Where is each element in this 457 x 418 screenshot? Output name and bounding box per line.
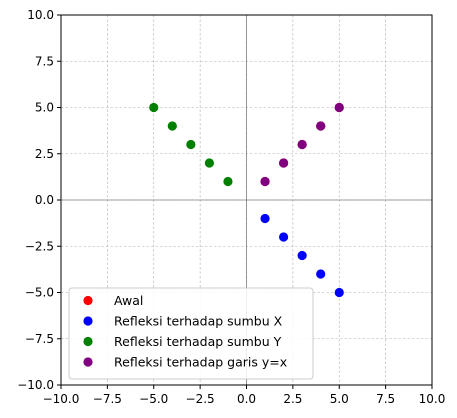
x-tick-label: −2.5 xyxy=(186,392,215,406)
y-tick-label: 5.0 xyxy=(35,101,54,115)
legend-label: Refleksi terhadap sumbu Y xyxy=(114,334,282,349)
x-tick-label: −10.0 xyxy=(43,392,80,406)
point-refleksi-terhadap-sumbu-x xyxy=(334,287,344,298)
point-refleksi-terhadap-sumbu-x xyxy=(279,232,289,242)
point-refleksi-terhadap-sumbu-y xyxy=(204,158,214,168)
point-refleksi-terhadap-sumbu-x xyxy=(297,250,307,261)
x-tick-label: 5.0 xyxy=(330,392,349,406)
legend-marker xyxy=(83,295,93,306)
legend-label: Awal xyxy=(114,293,143,308)
axis-ticks: −10.0 −7.5 −5.0 −2.5 0.0 2.5 5.0 7.5 10.0 −10.0 −7… xyxy=(17,8,445,406)
point-refleksi-terhadap-sumbu-y xyxy=(223,176,233,187)
point-refleksi-terhadap-garis-y-x xyxy=(334,102,344,113)
y-tick-label: 7.5 xyxy=(35,54,54,68)
y-tick-label: 10.0 xyxy=(27,8,54,22)
point-refleksi-terhadap-sumbu-x xyxy=(260,213,270,224)
x-tick-label: 10.0 xyxy=(419,392,446,406)
legend-marker xyxy=(83,336,93,347)
x-tick-label: 7.5 xyxy=(376,392,395,406)
y-tick-label: −10.0 xyxy=(17,378,54,392)
y-tick-label: −2.5 xyxy=(25,239,54,253)
x-tick-label: −7.5 xyxy=(93,392,122,406)
x-tick-label: 0.0 xyxy=(237,392,256,406)
legend-box xyxy=(68,287,314,380)
y-tick-label: −7.5 xyxy=(25,332,54,346)
point-refleksi-terhadap-garis-y-x xyxy=(260,176,270,187)
legend-label: Refleksi terhadap garis y=x xyxy=(114,355,287,370)
y-tick-label: −5.0 xyxy=(25,286,54,300)
point-refleksi-terhadap-garis-y-x xyxy=(316,121,326,131)
point-refleksi-terhadap-garis-y-x xyxy=(297,139,307,150)
legend-marker xyxy=(83,316,93,326)
point-refleksi-terhadap-garis-y-x xyxy=(279,158,289,168)
legend-marker xyxy=(83,357,93,367)
y-tick-label: 0.0 xyxy=(35,193,54,207)
point-refleksi-terhadap-sumbu-x xyxy=(316,269,326,279)
x-tick-label: −5.0 xyxy=(139,392,168,406)
y-tick-label: 2.5 xyxy=(35,147,54,161)
point-refleksi-terhadap-sumbu-y xyxy=(149,102,159,113)
data-points xyxy=(149,102,344,298)
legend: Awal Refleksi terhadap sumbu X Refleksi te… xyxy=(68,287,314,380)
point-refleksi-terhadap-sumbu-y xyxy=(167,121,177,131)
legend-label: Refleksi terhadap sumbu X xyxy=(114,314,283,329)
point-refleksi-terhadap-sumbu-y xyxy=(186,139,196,150)
x-tick-label: 2.5 xyxy=(283,392,302,406)
